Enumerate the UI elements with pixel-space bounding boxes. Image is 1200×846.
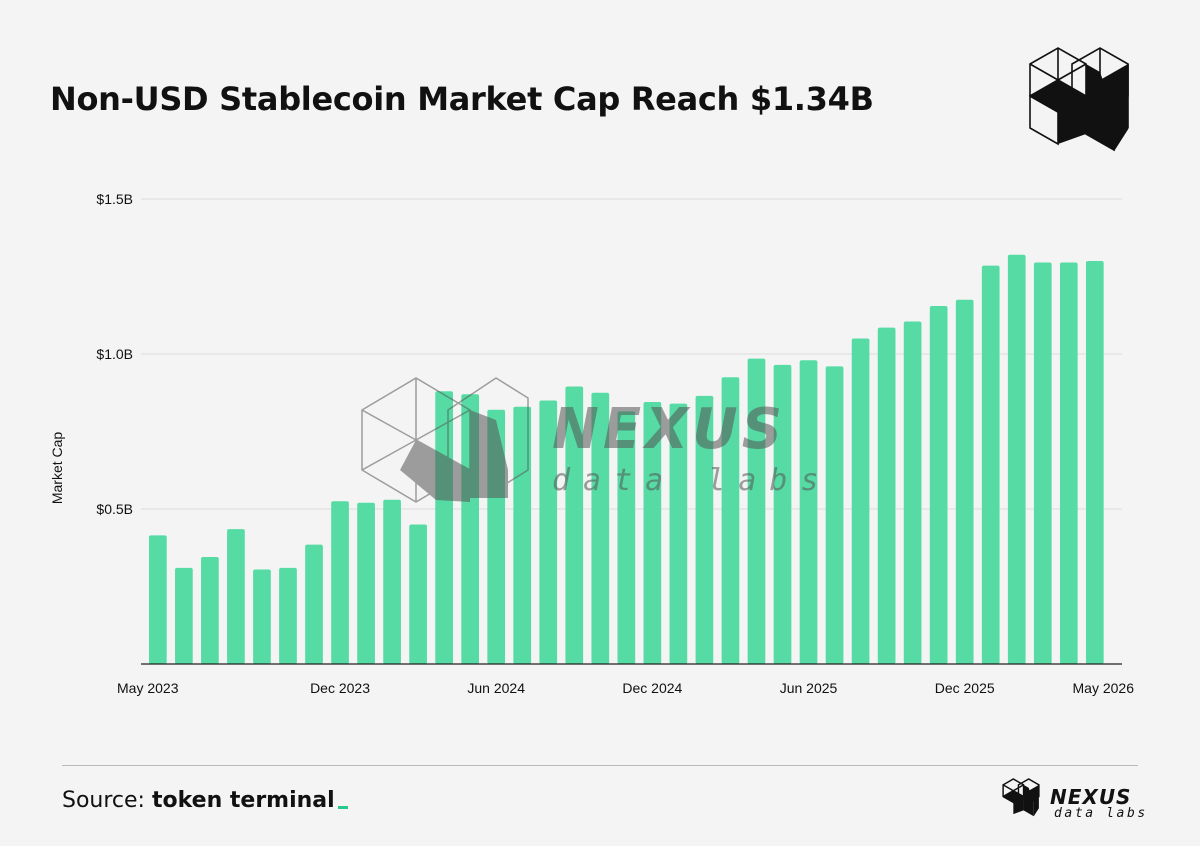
x-tick-label: Dec 2025 — [935, 680, 995, 696]
source-line: Source: token terminal — [62, 788, 348, 813]
bar-jan-2025 — [669, 403, 688, 664]
x-tick-label: Dec 2023 — [310, 680, 370, 696]
bar-oct-2023 — [279, 567, 297, 664]
bar-jul-2025 — [825, 366, 844, 664]
bar-apr-2026 — [1059, 262, 1078, 664]
bar-apr-2025 — [747, 358, 766, 664]
bar-aug-2025 — [851, 338, 870, 664]
axes: $0.5B $1.0B $1.5B May 2023 Dec 2023 Jun 2024 D… — [96, 191, 1134, 696]
bar-jan-2024 — [357, 502, 375, 664]
bar-sep-2025 — [877, 327, 896, 664]
footer-divider — [62, 765, 1138, 766]
x-tick-label: Jun 2024 — [467, 680, 525, 696]
bar-may-2026 — [1085, 261, 1104, 664]
watermark: NEXUS data labs — [361, 377, 832, 503]
watermark-word: NEXUS — [552, 397, 786, 462]
bar-jun-2023 — [175, 567, 193, 664]
x-tick-label: Jun 2025 — [780, 680, 838, 696]
source-label: Source: — [62, 788, 145, 813]
footer-logo-word: NEXUS — [1050, 785, 1132, 809]
bar-nov-2025 — [929, 305, 948, 664]
cursor-mark — [337, 806, 348, 809]
bar-feb-2024 — [383, 499, 401, 664]
y-tick-label: $1.5B — [96, 191, 133, 207]
chart-title: Non-USD Stablecoin Market Cap Reach $1.3… — [50, 80, 874, 118]
bar-jun-2025 — [799, 360, 818, 664]
footer-logo-sub: data labs — [1054, 806, 1148, 821]
bar-may-2023 — [149, 535, 167, 664]
bar-nov-2024 — [617, 411, 636, 664]
bar-jan-2026 — [981, 265, 1000, 664]
bar-mar-2026 — [1033, 262, 1052, 664]
bar-mar-2025 — [721, 377, 740, 664]
bar-may-2025 — [773, 364, 792, 664]
bar-aug-2023 — [227, 529, 245, 664]
bar-feb-2025 — [695, 395, 714, 664]
bar-mar-2024 — [409, 524, 427, 664]
y-axis-label: Market Cap — [49, 432, 65, 505]
x-tick-label: Dec 2024 — [622, 680, 682, 696]
source-brand: token terminal — [151, 788, 335, 813]
bar-dec-2024 — [643, 402, 662, 664]
bar-sep-2024 — [565, 386, 584, 664]
y-tick-label: $1.0B — [96, 346, 133, 362]
bar-feb-2026 — [1007, 254, 1026, 665]
x-tick-label: May 2023 — [117, 680, 179, 696]
bar-oct-2024 — [591, 392, 610, 664]
bar-jul-2023 — [201, 557, 219, 664]
watermark-sub: data labs — [552, 463, 832, 498]
x-tick-label: May 2026 — [1073, 680, 1135, 696]
nexus-logo-icon — [1029, 47, 1129, 152]
bar-apr-2024 — [435, 391, 453, 664]
bar-sep-2023 — [253, 569, 271, 664]
bar-aug-2024 — [539, 400, 558, 664]
bar-dec-2023 — [331, 501, 349, 664]
bar-oct-2025 — [903, 321, 922, 664]
bar-nov-2023 — [305, 544, 323, 664]
y-tick-label: $0.5B — [96, 501, 133, 517]
footer-logo-icon — [1002, 778, 1040, 817]
bar-dec-2025 — [955, 299, 974, 664]
